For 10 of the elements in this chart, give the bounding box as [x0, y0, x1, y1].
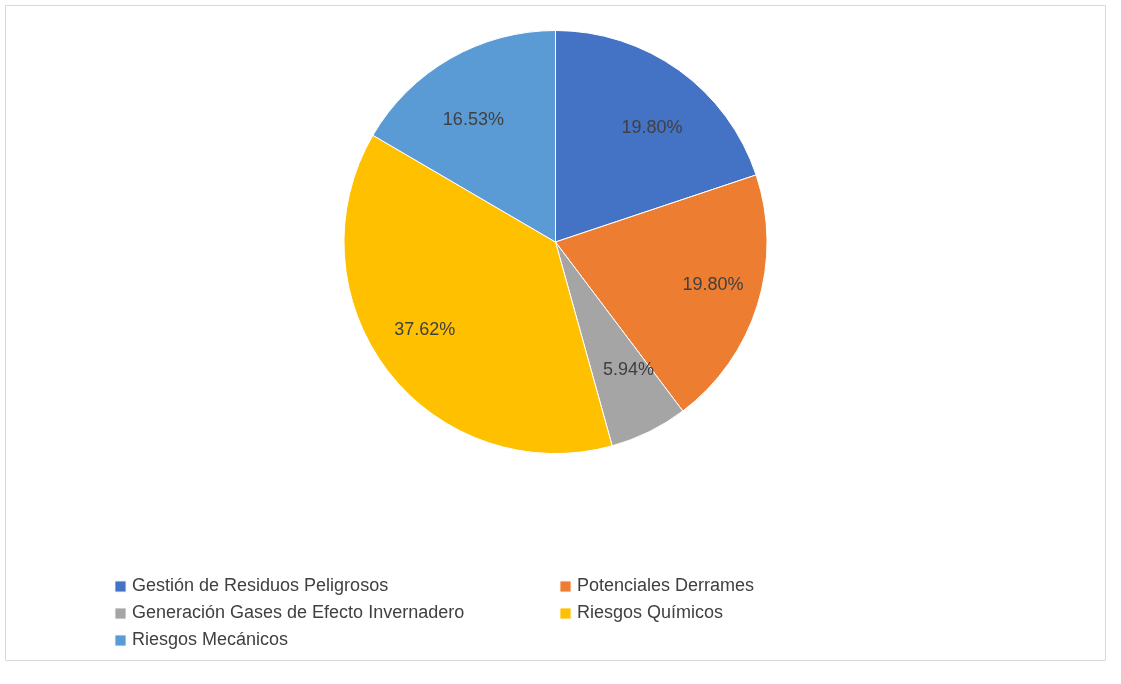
legend-label: Potenciales Derrames [577, 575, 756, 596]
legend-label: Riesgos Químicos [577, 602, 725, 623]
data-label: 19.80% [621, 116, 683, 137]
legend-label: Generación Gases de Efecto Invernadero [132, 602, 466, 623]
data-label: 16.53% [442, 108, 504, 129]
legend-label: Gestión de Residuos Peligrosos [132, 575, 390, 596]
data-label: 19.80% [682, 274, 744, 295]
data-label: 5.94% [603, 359, 655, 380]
legend-label: Riesgos Mecánicos [132, 629, 290, 650]
data-label: 37.62% [394, 318, 456, 339]
